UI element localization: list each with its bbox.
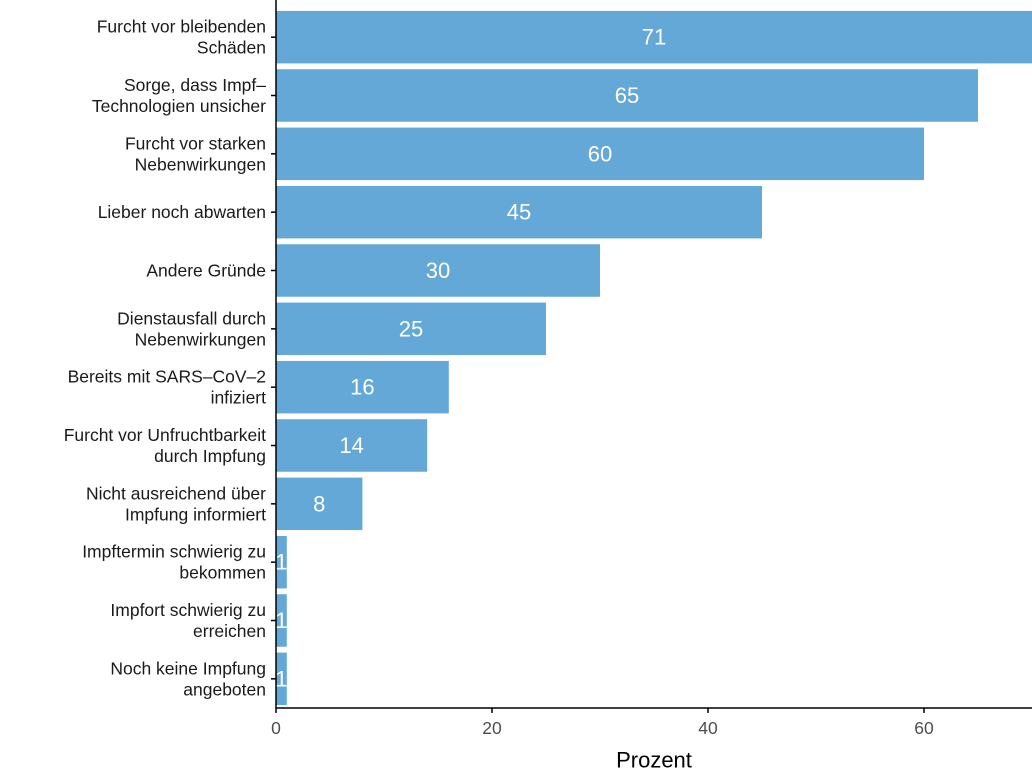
- category-label-7: Furcht vor Unfruchtbarkeit durch Impfung: [64, 425, 266, 466]
- bar-4: [276, 244, 600, 297]
- category-label-4: Andere Gründe: [146, 261, 266, 281]
- bar-value-label-9: 1: [275, 550, 287, 575]
- category-label-line: Impfung informiert: [125, 504, 266, 524]
- category-label-6: Bereits mit SARS–CoV–2 infiziert: [68, 367, 267, 408]
- category-label-line: Impfort schwierig zu: [110, 600, 266, 620]
- x-tick-label-2: 40: [698, 718, 718, 738]
- category-label-line: Nicht ausreichend über: [86, 483, 266, 503]
- category-label-3: Lieber noch abwarten: [98, 202, 266, 222]
- category-label-line: Dienstausfall durch: [117, 308, 266, 328]
- bar-value-label-6: 16: [350, 375, 374, 400]
- category-label-line: Furcht vor bleibenden: [97, 17, 266, 37]
- bars-layer: [276, 10, 1032, 706]
- bar-value-label-5: 25: [399, 316, 423, 341]
- x-axis-title: Prozent: [616, 748, 692, 773]
- bar-value-label-8: 8: [313, 491, 325, 516]
- category-label-0: Furcht vor bleibenden Schäden: [97, 17, 266, 58]
- bar-value-label-0: 71: [642, 25, 666, 50]
- labels-layer: 71 Furcht vor bleibenden Schäden 65 Sorge, d…: [64, 17, 934, 773]
- bar-value-label-11: 1: [275, 666, 287, 691]
- category-label-2: Furcht vor starken Nebenwirkungen: [125, 133, 266, 174]
- category-label-5: Dienstausfall durch Nebenwirkungen: [117, 308, 266, 349]
- bar-value-label-10: 1: [275, 608, 287, 633]
- category-label-line: Furcht vor Unfruchtbarkeit: [64, 425, 266, 445]
- category-label-line: Technologien unsicher: [92, 96, 266, 116]
- category-label-line: angeboten: [183, 679, 266, 699]
- category-label-line: bekommen: [179, 563, 266, 583]
- bar-3: [276, 185, 762, 239]
- axes-layer: [271, 0, 1032, 713]
- category-label-9: Impftermin schwierig zu bekommen: [82, 542, 266, 583]
- category-label-line: Lieber noch abwarten: [98, 202, 266, 222]
- bar-8: [276, 477, 363, 531]
- category-label-line: Schäden: [197, 38, 266, 58]
- category-label-line: erreichen: [193, 621, 266, 641]
- x-tick-label-3: 60: [914, 718, 934, 738]
- category-label-8: Nicht ausreichend über Impfung informiert: [86, 483, 266, 524]
- category-label-line: Andere Gründe: [146, 261, 266, 281]
- category-label-line: Impftermin schwierig zu: [82, 542, 266, 562]
- category-label-11: Noch keine Impfung angeboten: [110, 658, 266, 699]
- category-label-line: durch Impfung: [154, 446, 266, 466]
- category-label-10: Impfort schwierig zu erreichen: [110, 600, 266, 641]
- bar-10: [276, 594, 287, 647]
- category-label-line: Noch keine Impfung: [110, 658, 266, 678]
- bar-value-label-7: 14: [339, 433, 363, 458]
- bar-value-label-3: 45: [507, 200, 531, 225]
- category-label-line: Furcht vor starken: [125, 133, 266, 153]
- category-label-line: Bereits mit SARS–CoV–2: [68, 367, 266, 387]
- category-label-line: infiziert: [211, 388, 267, 408]
- bar-5: [276, 302, 546, 356]
- category-label-line: Sorge, dass Impf–: [124, 75, 266, 95]
- x-tick-label-0: 0: [271, 718, 281, 738]
- bar-7: [276, 419, 428, 472]
- x-tick-label-1: 20: [482, 718, 502, 738]
- bar-2: [276, 127, 924, 181]
- category-label-line: Nebenwirkungen: [135, 329, 266, 349]
- bar-1: [276, 69, 978, 122]
- bar-6: [276, 360, 449, 414]
- bar-value-label-1: 65: [615, 83, 639, 108]
- bar-value-label-2: 60: [588, 141, 612, 166]
- category-label-1: Sorge, dass Impf– Technologien unsicher: [92, 75, 266, 116]
- bar-9: [276, 535, 287, 589]
- category-label-line: Nebenwirkungen: [135, 154, 266, 174]
- bar-0: [276, 10, 1032, 64]
- bar-11: [276, 652, 287, 706]
- bar-value-label-4: 30: [426, 258, 450, 283]
